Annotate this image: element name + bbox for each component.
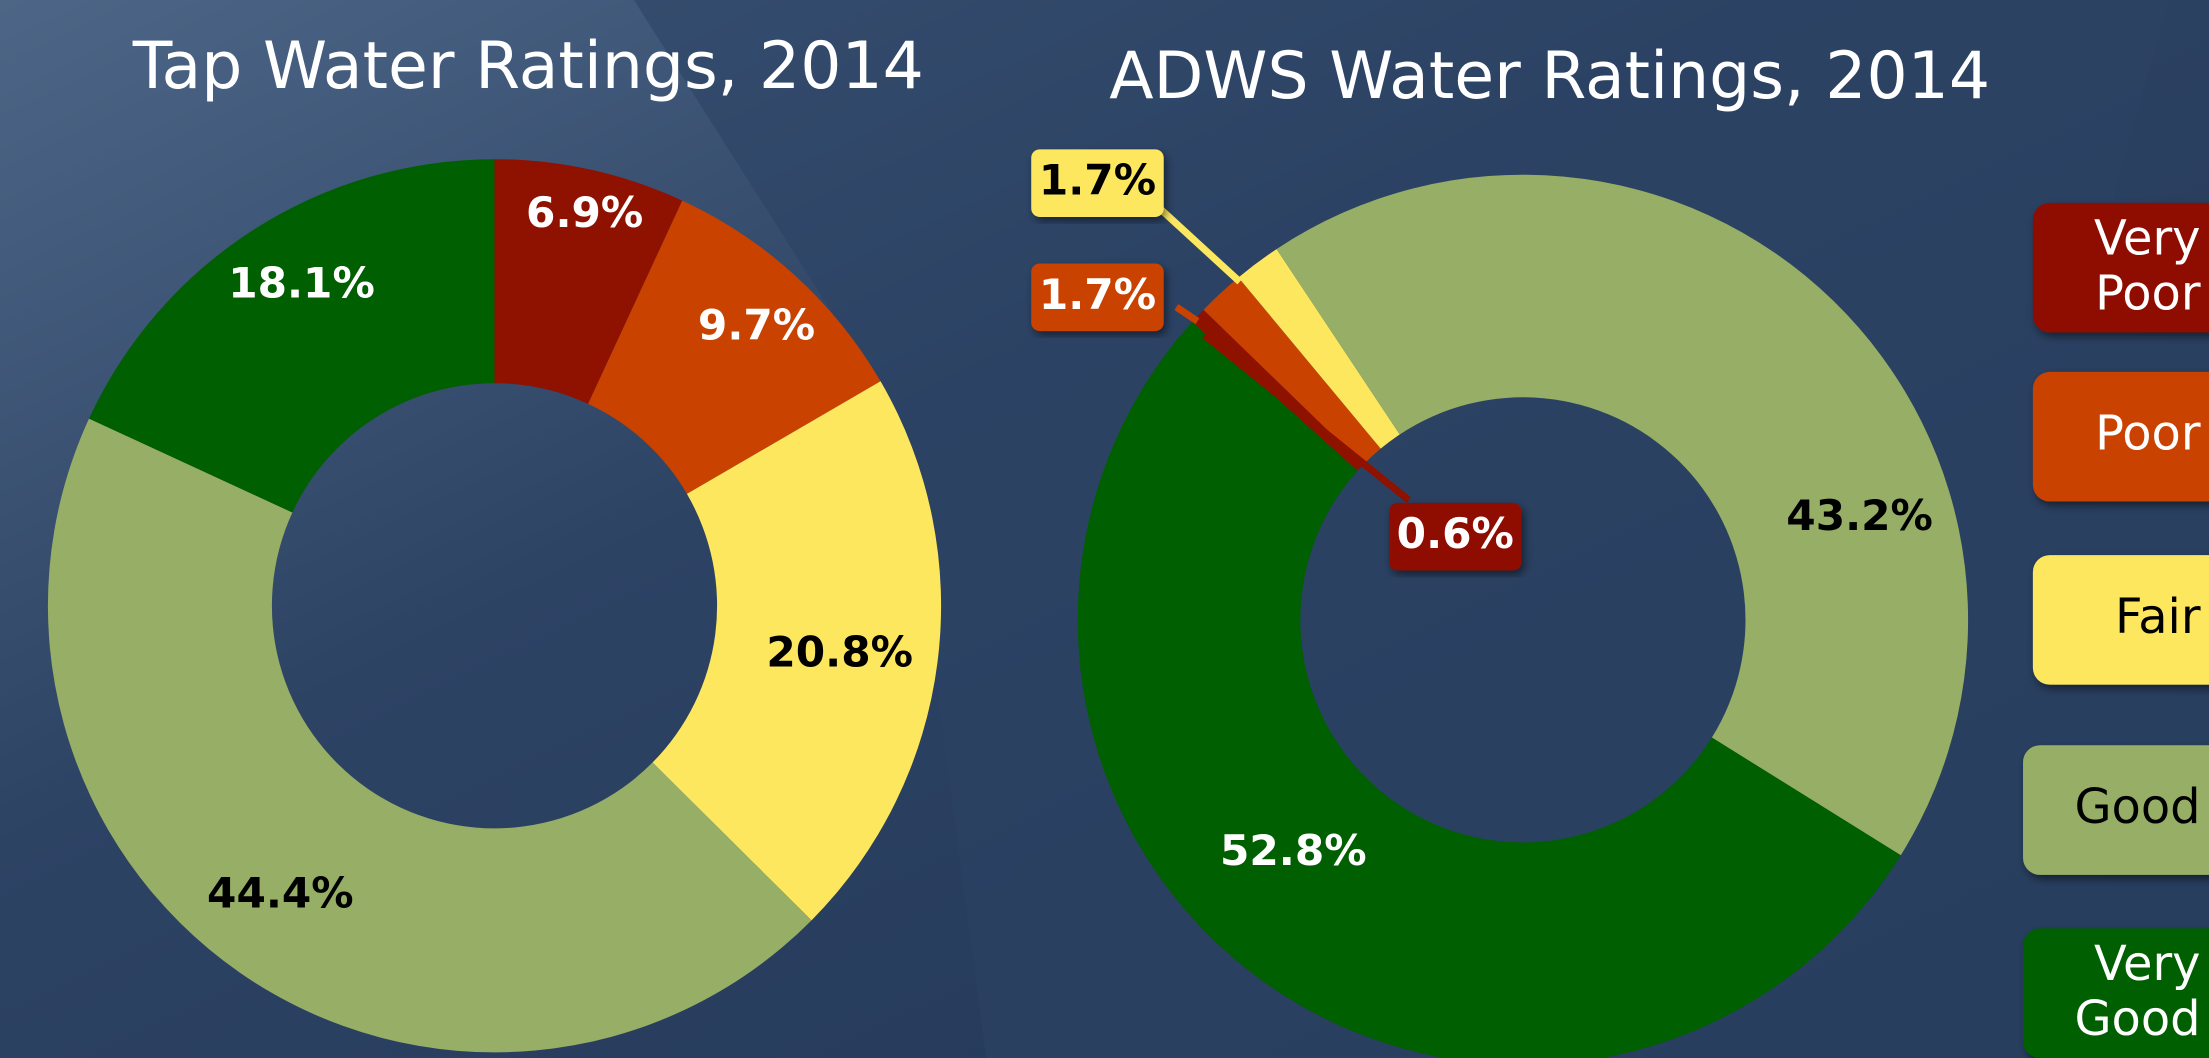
donut-slice bbox=[1238, 249, 1400, 449]
legend-label: Poor bbox=[2095, 407, 2201, 462]
value-label: 1.7% bbox=[1039, 156, 1156, 205]
legend-label-line: Very bbox=[2094, 211, 2201, 266]
chart-title: Tap Water Ratings, 2014 bbox=[132, 29, 924, 104]
legend-swatch bbox=[2032, 202, 2209, 333]
legend-swatch bbox=[2023, 928, 2209, 1058]
legend-label: Good bbox=[2074, 780, 2200, 835]
donut-slice bbox=[1203, 277, 1381, 465]
legend-swatch bbox=[2023, 745, 2209, 875]
donut-slice bbox=[1276, 174, 1969, 856]
legend-label: Fair bbox=[2115, 590, 2201, 645]
label-box bbox=[1031, 263, 1164, 332]
donut-slice bbox=[1077, 321, 1901, 1058]
legend-swatch bbox=[2032, 555, 2209, 685]
donut-slice bbox=[652, 381, 942, 921]
value-label: 1.7% bbox=[1039, 270, 1156, 319]
value-label: 52.8% bbox=[1220, 826, 1367, 875]
value-label: 20.8% bbox=[766, 628, 913, 677]
label-box bbox=[1389, 502, 1522, 571]
donut-slice bbox=[47, 418, 812, 1053]
leader-line bbox=[1202, 332, 1412, 503]
value-label: 18.1% bbox=[228, 258, 375, 307]
leader-line bbox=[1152, 201, 1243, 285]
chart-title: ADWS Water Ratings, 2014 bbox=[1109, 39, 1990, 114]
legend-label: Very Poor bbox=[2094, 211, 2201, 321]
value-label: 43.2% bbox=[1786, 491, 1933, 540]
donut-slice bbox=[494, 159, 683, 404]
value-label: 6.9% bbox=[526, 188, 643, 237]
leader-line bbox=[1174, 304, 1200, 325]
donut-slice bbox=[89, 159, 495, 513]
label-box bbox=[1031, 149, 1164, 217]
legend-swatch bbox=[2032, 371, 2209, 502]
legend-label-line: Poor bbox=[2095, 266, 2201, 321]
value-label: 44.4% bbox=[207, 868, 354, 917]
donut-slice bbox=[588, 200, 881, 494]
value-label: 0.6% bbox=[1397, 509, 1514, 558]
legend-label: Very Good bbox=[2074, 937, 2200, 1047]
value-label: 9.7% bbox=[698, 301, 815, 350]
legend-label-line: Good bbox=[2074, 992, 2200, 1047]
legend-label-line: Very bbox=[2094, 937, 2201, 992]
